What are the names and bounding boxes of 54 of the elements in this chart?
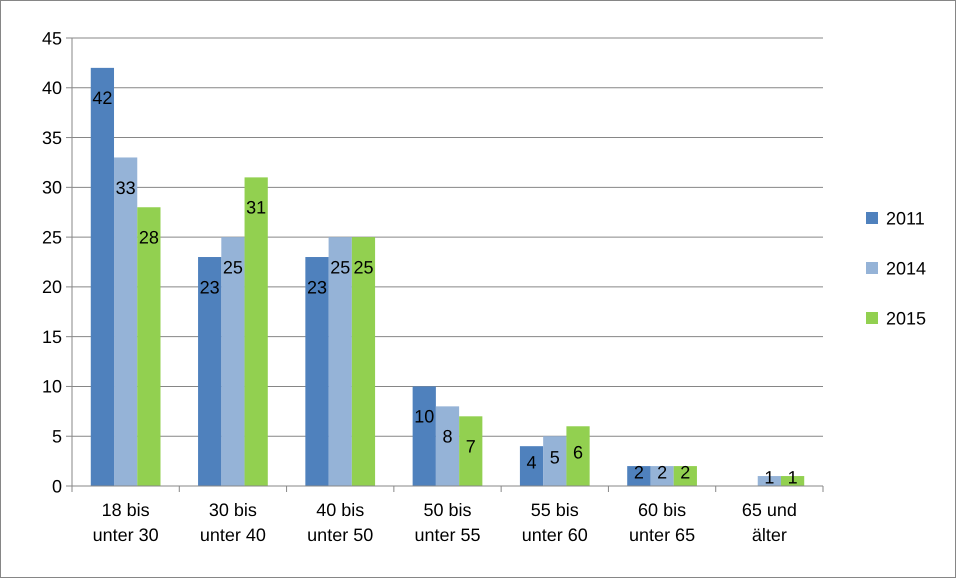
bar xyxy=(436,406,460,486)
x-tick-label: 60 bis unter 65 xyxy=(629,500,696,545)
data-label: 25 xyxy=(330,257,350,278)
data-label: 10 xyxy=(414,406,434,427)
bar xyxy=(566,426,590,486)
x-tick-label: 50 bis unter 55 xyxy=(414,500,481,545)
x-tick-label: 40 bis unter 50 xyxy=(307,500,374,545)
data-label: 1 xyxy=(764,467,774,488)
x-tick-label: 18 bis unter 30 xyxy=(92,500,159,545)
data-label: 6 xyxy=(573,442,584,462)
x-tick-label: 55 bis unter 60 xyxy=(522,500,588,545)
legend-label: 2011 xyxy=(886,208,925,228)
data-label: 25 xyxy=(353,257,374,278)
y-tick-label: 35 xyxy=(42,128,62,148)
bar xyxy=(244,177,268,486)
data-label: 42 xyxy=(92,88,112,108)
bar xyxy=(305,257,329,486)
data-label: 28 xyxy=(138,228,159,248)
data-label: 8 xyxy=(442,426,453,447)
y-tick-label: 25 xyxy=(42,227,62,248)
bar xyxy=(412,386,436,486)
data-label: 2 xyxy=(657,462,668,482)
bar xyxy=(90,68,114,486)
legend-label: 2014 xyxy=(886,258,926,278)
y-tick-label: 40 xyxy=(42,78,62,98)
data-label: 23 xyxy=(306,277,327,298)
x-tick-label: 65 und älter xyxy=(742,500,797,545)
legend-label: 2015 xyxy=(886,308,926,328)
bar xyxy=(114,157,138,486)
bar xyxy=(137,207,161,486)
y-tick-label: 20 xyxy=(42,277,62,298)
y-tick-label: 10 xyxy=(42,376,62,397)
data-label: 31 xyxy=(246,198,266,218)
data-label: 25 xyxy=(222,257,243,278)
data-label: 2 xyxy=(634,462,644,482)
x-tick-label: 30 bis unter 40 xyxy=(200,500,266,545)
bar xyxy=(198,257,222,486)
data-label: 4 xyxy=(526,452,537,472)
bar xyxy=(352,237,376,486)
y-tick-label: 0 xyxy=(52,476,62,496)
data-label: 5 xyxy=(550,447,560,468)
y-tick-label: 45 xyxy=(42,28,62,48)
bar xyxy=(328,237,352,486)
y-tick-label: 15 xyxy=(42,326,62,347)
bar xyxy=(543,436,566,486)
data-label: 2 xyxy=(680,462,690,482)
data-label: 23 xyxy=(200,277,220,298)
bar xyxy=(221,237,245,486)
data-label: 7 xyxy=(466,436,476,457)
bar xyxy=(459,416,482,486)
y-tick-label: 5 xyxy=(52,426,62,447)
bar xyxy=(520,446,544,486)
y-tick-label: 30 xyxy=(42,178,62,198)
data-label: 33 xyxy=(116,178,136,198)
